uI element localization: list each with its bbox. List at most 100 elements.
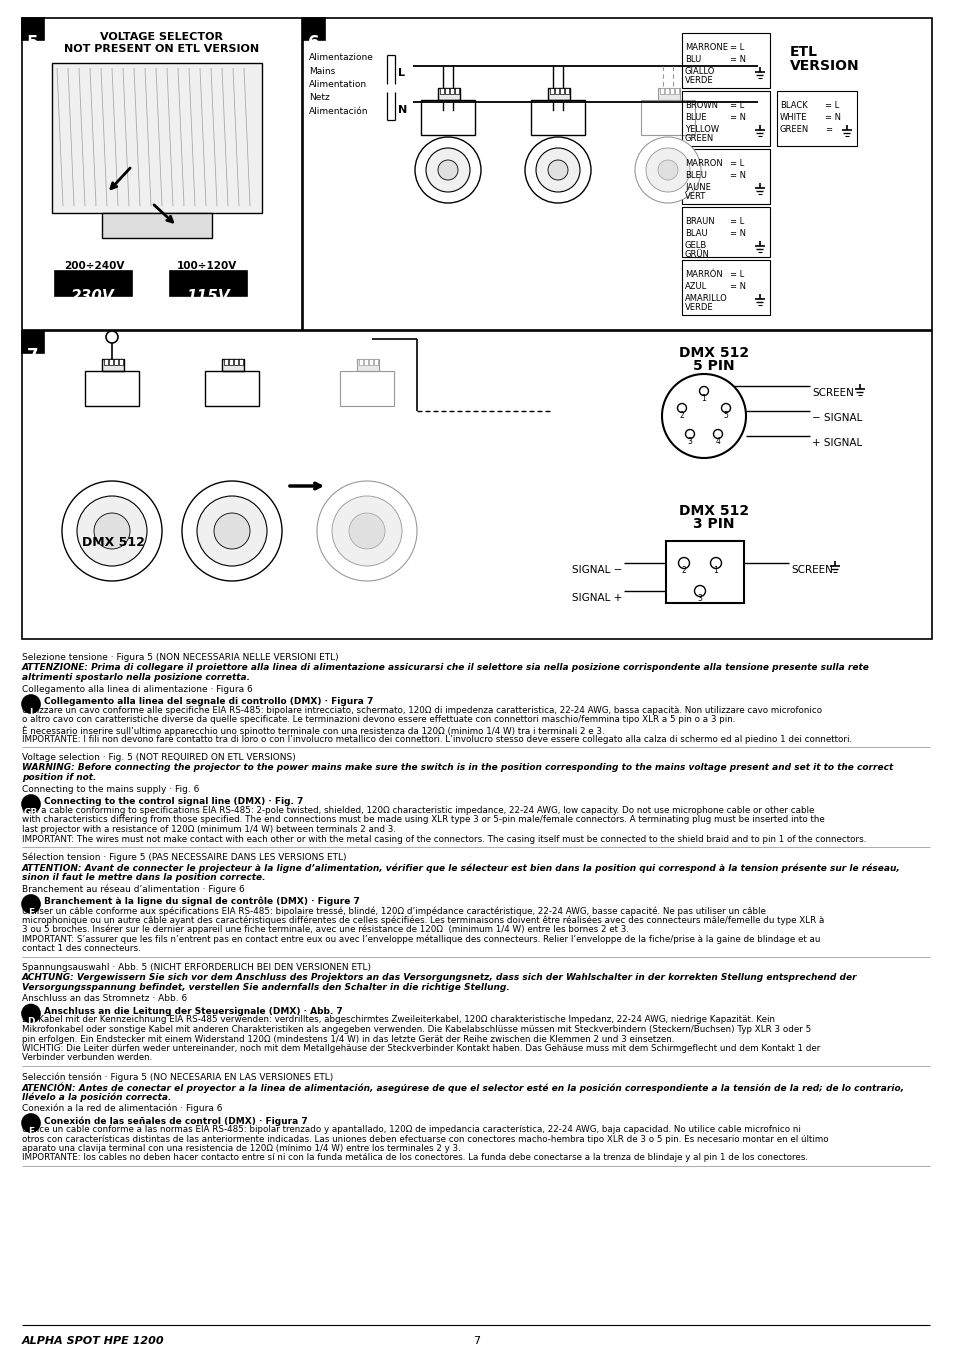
Bar xyxy=(681,207,769,256)
Text: − SIGNAL: − SIGNAL xyxy=(811,413,862,423)
Text: F: F xyxy=(28,909,34,917)
Bar xyxy=(420,100,475,135)
Circle shape xyxy=(213,513,250,549)
Text: 3: 3 xyxy=(697,594,701,603)
Circle shape xyxy=(332,495,401,566)
Text: È necessario inserire sull’ultimo apparecchio uno spinotto terminale con una res: È necessario inserire sull’ultimo appare… xyxy=(22,725,604,736)
Text: 3 PIN: 3 PIN xyxy=(693,517,734,531)
Text: Connecting to the mains supply · Fig. 6: Connecting to the mains supply · Fig. 6 xyxy=(22,784,199,794)
Circle shape xyxy=(94,513,130,549)
Text: 1: 1 xyxy=(700,394,705,404)
Bar xyxy=(339,371,394,406)
Text: Selección tensión · Figura 5 (NO NECESARIA EN LAS VERSIONES ETL): Selección tensión · Figura 5 (NO NECESAR… xyxy=(22,1072,333,1081)
Bar xyxy=(22,18,302,329)
Text: N: N xyxy=(397,105,407,115)
Text: 5: 5 xyxy=(722,410,728,420)
Bar xyxy=(369,359,373,364)
Text: Alimentación: Alimentación xyxy=(309,107,368,116)
Text: VERDE: VERDE xyxy=(684,76,713,85)
Bar xyxy=(640,100,695,135)
Bar xyxy=(450,88,454,94)
Text: microphonique ou un autre câble ayant des caractéristiques différentes de celles: microphonique ou un autre câble ayant de… xyxy=(22,915,823,925)
Text: Ein Kabel mit der Kennzeichnung EIA RS-485 verwenden: verdrilltes, abgeschirmtes: Ein Kabel mit der Kennzeichnung EIA RS-4… xyxy=(22,1015,774,1025)
Text: = N: = N xyxy=(824,113,841,122)
Bar xyxy=(681,261,769,315)
Text: BROWN: BROWN xyxy=(684,101,718,109)
Circle shape xyxy=(694,586,705,597)
Bar xyxy=(22,331,931,639)
Bar xyxy=(356,359,378,371)
Text: GIALLO: GIALLO xyxy=(684,68,715,76)
Circle shape xyxy=(182,481,282,580)
Bar xyxy=(102,213,212,238)
Text: JAUNE: JAUNE xyxy=(684,184,710,192)
Text: Branchement au réseau d’alimentation · Figure 6: Branchement au réseau d’alimentation · F… xyxy=(22,884,245,894)
Circle shape xyxy=(22,1114,40,1133)
Circle shape xyxy=(720,404,730,413)
Text: 7: 7 xyxy=(473,1336,480,1346)
Bar xyxy=(170,271,247,296)
Circle shape xyxy=(635,136,700,202)
Circle shape xyxy=(645,148,689,192)
Text: sinon il faut le mettre dans la position correcte.: sinon il faut le mettre dans la position… xyxy=(22,873,265,883)
Text: 1: 1 xyxy=(713,566,718,575)
Bar xyxy=(224,359,228,364)
Text: Branchement à la ligne du signal de contrôle (DMX) · Figure 7: Branchement à la ligne du signal de cont… xyxy=(44,896,359,906)
Circle shape xyxy=(658,161,678,180)
Text: Mains: Mains xyxy=(309,66,335,76)
Text: Anschluss an das Stromnetz · Abb. 6: Anschluss an das Stromnetz · Abb. 6 xyxy=(22,994,187,1003)
Text: AZUL: AZUL xyxy=(684,282,706,292)
Bar xyxy=(102,359,124,371)
Text: o altro cavo con caratteristiche diverse da quelle specificate. Le terminazioni : o altro cavo con caratteristiche diverse… xyxy=(22,716,735,725)
Bar xyxy=(675,88,679,94)
Text: YELLOW: YELLOW xyxy=(684,126,719,134)
Text: NOT PRESENT ON ETL VERSION: NOT PRESENT ON ETL VERSION xyxy=(65,45,259,54)
Circle shape xyxy=(22,795,40,813)
Text: Voltage selection · Fig. 5 (NOT REQUIRED ON ETL VERSIONS): Voltage selection · Fig. 5 (NOT REQUIRED… xyxy=(22,753,295,761)
Text: = N: = N xyxy=(729,113,745,122)
Bar xyxy=(664,88,668,94)
Bar xyxy=(776,90,856,146)
Circle shape xyxy=(661,374,745,458)
Circle shape xyxy=(524,136,590,202)
Circle shape xyxy=(678,558,689,568)
Text: SCREEN: SCREEN xyxy=(790,566,832,575)
Text: Mikrofonkabel oder sonstige Kabel mit anderen Charakteristiken als angegeben ver: Mikrofonkabel oder sonstige Kabel mit an… xyxy=(22,1025,810,1034)
Text: with characteristics differing from those specified. The end connections must be: with characteristics differing from thos… xyxy=(22,815,824,825)
Text: BLUE: BLUE xyxy=(684,113,706,122)
Bar xyxy=(564,88,568,94)
Text: Alimentazione: Alimentazione xyxy=(309,53,374,62)
Text: SCREEN: SCREEN xyxy=(811,387,853,398)
Text: = L: = L xyxy=(729,43,743,53)
Circle shape xyxy=(710,558,720,568)
Text: ALPHA SPOT HPE 1200: ALPHA SPOT HPE 1200 xyxy=(22,1336,165,1346)
Text: I: I xyxy=(30,707,32,717)
Text: = L: = L xyxy=(729,101,743,109)
Circle shape xyxy=(685,429,694,439)
Text: BLU: BLU xyxy=(684,55,700,63)
Text: altrimenti spostarlo nella posizione corretta.: altrimenti spostarlo nella posizione cor… xyxy=(22,674,250,683)
Circle shape xyxy=(22,695,40,713)
Text: = N: = N xyxy=(729,282,745,292)
Text: Utilizzare un cavo conforme alle specifiche EIA RS-485: bipolare intrecciato, sc: Utilizzare un cavo conforme alle specifi… xyxy=(22,706,821,716)
Text: 5 PIN: 5 PIN xyxy=(693,359,734,373)
Bar xyxy=(681,90,769,146)
Text: Utiliser un câble conforme aux spécifications EIA RS-485: bipolaire tressé, blin: Utiliser un câble conforme aux spécifica… xyxy=(22,906,765,915)
Circle shape xyxy=(547,161,567,180)
Text: =: = xyxy=(824,126,831,134)
Circle shape xyxy=(196,495,267,566)
Text: otros con características distintas de las anteriormente indicadas. Las uniones : otros con características distintas de l… xyxy=(22,1134,828,1143)
Text: ACHTUNG: Vergewissern Sie sich vor dem Anschluss des Projektors an das Versorgun: ACHTUNG: Vergewissern Sie sich vor dem A… xyxy=(22,973,857,981)
Bar xyxy=(229,359,233,364)
Text: last projector with a resistance of 120Ω (minimum 1/4 W) between terminals 2 and: last projector with a resistance of 120Ω… xyxy=(22,825,395,834)
Bar xyxy=(439,88,443,94)
Text: AMARILLO: AMARILLO xyxy=(684,294,727,302)
Text: 3: 3 xyxy=(687,437,692,446)
Bar xyxy=(665,541,743,603)
Text: = N: = N xyxy=(729,171,745,180)
Text: GELB: GELB xyxy=(684,242,706,250)
Circle shape xyxy=(22,895,40,913)
Bar xyxy=(22,331,44,352)
Text: ATTENZIONE: Prima di collegare il proiettore alla linea di alimentazione assicur: ATTENZIONE: Prima di collegare il proiet… xyxy=(22,663,869,672)
Text: Anschluss an die Leitung der Steuersignale (DMX) · Abb. 7: Anschluss an die Leitung der Steuersigna… xyxy=(44,1007,342,1015)
